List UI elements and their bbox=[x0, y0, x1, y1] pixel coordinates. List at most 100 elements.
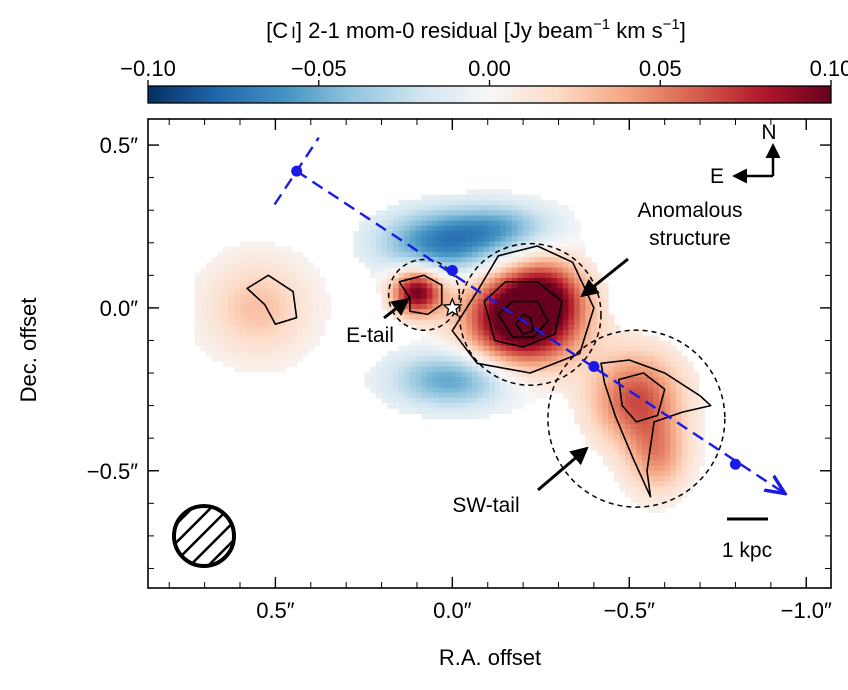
heatmap-pixel bbox=[517, 257, 524, 263]
heatmap-pixel bbox=[608, 434, 615, 441]
heatmap-pixel bbox=[426, 215, 434, 222]
heatmap-pixel bbox=[217, 262, 224, 269]
heatmap-pixel bbox=[432, 251, 439, 258]
heatmap-pixel bbox=[636, 397, 643, 404]
heatmap-pixel bbox=[438, 241, 445, 248]
heatmap-pixel bbox=[285, 272, 292, 279]
heatmap-pixel bbox=[466, 319, 473, 326]
heatmap-pixel bbox=[449, 408, 456, 414]
heatmap-pixel bbox=[676, 392, 683, 399]
heatmap-pixel bbox=[489, 387, 496, 394]
heatmap-pixel bbox=[443, 293, 451, 300]
heatmap-pixel bbox=[670, 434, 677, 441]
heatmap-pixel bbox=[489, 272, 496, 279]
heatmap-pixel bbox=[523, 220, 530, 227]
heatmap-pixel bbox=[483, 340, 490, 347]
heatmap-pixel bbox=[285, 314, 292, 321]
heatmap-pixel bbox=[245, 366, 252, 373]
heatmap-pixel bbox=[647, 350, 654, 357]
heatmap-pixel bbox=[483, 361, 490, 368]
heatmap-pixel bbox=[596, 361, 603, 368]
heatmap-pixel bbox=[206, 288, 213, 295]
heatmap-pixel bbox=[381, 366, 388, 373]
heatmap-pixel bbox=[636, 444, 643, 451]
heatmap-pixel bbox=[404, 262, 411, 269]
heatmap-pixel bbox=[540, 293, 547, 300]
heatmap-pixel bbox=[523, 371, 530, 378]
heatmap-pixel bbox=[574, 345, 581, 352]
heatmap-pixel bbox=[568, 210, 575, 216]
heatmap-pixel bbox=[489, 194, 496, 201]
heatmap-pixel bbox=[251, 314, 258, 321]
heatmap-pixel bbox=[200, 314, 207, 321]
heatmap-pixel bbox=[438, 194, 445, 201]
heatmap-pixel bbox=[659, 465, 666, 472]
heatmap-pixel bbox=[477, 314, 485, 321]
heatmap-pixel bbox=[562, 304, 570, 310]
heatmap-pixel bbox=[240, 345, 247, 352]
heatmap-pixel bbox=[415, 350, 422, 357]
heatmap-pixel bbox=[223, 361, 230, 368]
heatmap-pixel bbox=[466, 283, 473, 289]
heatmap-pixel bbox=[443, 220, 451, 227]
heatmap-pixel bbox=[698, 439, 705, 446]
heatmap-pixel bbox=[630, 455, 637, 461]
heatmap-pixel bbox=[392, 236, 400, 243]
contour-layer bbox=[246, 245, 712, 498]
heatmap-pixel bbox=[494, 314, 502, 321]
heatmap-pixel bbox=[375, 387, 383, 394]
heatmap-pixel bbox=[596, 366, 603, 373]
heatmap-pixel bbox=[245, 298, 252, 305]
heatmap-pixel bbox=[421, 319, 428, 326]
heatmap-pixel bbox=[653, 397, 660, 404]
heatmap-pixel bbox=[664, 502, 671, 508]
heatmap-pixel bbox=[625, 465, 632, 472]
heatmap-pixel bbox=[404, 246, 411, 253]
heatmap-pixel bbox=[404, 408, 411, 414]
heatmap-pixel bbox=[693, 429, 700, 435]
heatmap-pixel bbox=[506, 314, 513, 321]
heatmap-pixel bbox=[562, 345, 570, 352]
heatmap-pixel bbox=[194, 340, 201, 347]
heatmap-pixel bbox=[285, 257, 292, 263]
heatmap-pixel bbox=[681, 387, 688, 394]
heatmap-pixel bbox=[466, 309, 473, 315]
heatmap-pixel bbox=[636, 356, 643, 362]
heatmap-pixel bbox=[693, 476, 700, 482]
heatmap-pixel bbox=[517, 283, 524, 289]
heatmap-pixel bbox=[460, 251, 468, 258]
heatmap-pixel bbox=[511, 220, 519, 227]
heatmap-pixel bbox=[687, 413, 694, 420]
heatmap-pixel bbox=[630, 413, 637, 420]
heatmap-pixel bbox=[619, 413, 626, 420]
heatmap-pixel bbox=[443, 413, 451, 420]
heatmap-pixel bbox=[625, 455, 632, 461]
heatmap-pixel bbox=[262, 257, 269, 263]
heatmap-pixel bbox=[240, 356, 247, 362]
heatmap-pixel bbox=[217, 345, 224, 352]
heatmap-pixel bbox=[506, 189, 513, 196]
heatmap-pixel bbox=[698, 423, 705, 430]
heatmap-pixel bbox=[681, 476, 688, 482]
heatmap-pixel bbox=[506, 283, 513, 289]
heatmap-pixel bbox=[477, 205, 485, 211]
heatmap-pixel bbox=[415, 236, 422, 243]
heatmap-pixel bbox=[251, 283, 258, 289]
heatmap-pixel bbox=[528, 377, 536, 383]
heatmap-pixel bbox=[291, 288, 298, 295]
heatmap-pixel bbox=[308, 345, 315, 352]
heatmap-pixel bbox=[274, 366, 281, 373]
heatmap-pixel bbox=[642, 476, 649, 482]
heatmap-pixel bbox=[528, 345, 536, 352]
heatmap-pixel bbox=[217, 350, 224, 357]
heatmap-pixel bbox=[506, 403, 513, 409]
heatmap-pixel bbox=[223, 304, 230, 310]
heatmap-pixel bbox=[528, 225, 536, 232]
heatmap-pixel bbox=[426, 241, 434, 248]
heatmap-pixel bbox=[568, 345, 575, 352]
heatmap-pixel bbox=[262, 298, 269, 305]
heatmap-pixel bbox=[285, 361, 292, 368]
heatmap-pixel bbox=[494, 387, 502, 394]
heatmap-pixel bbox=[426, 251, 434, 258]
heatmap-pixel bbox=[358, 241, 366, 248]
